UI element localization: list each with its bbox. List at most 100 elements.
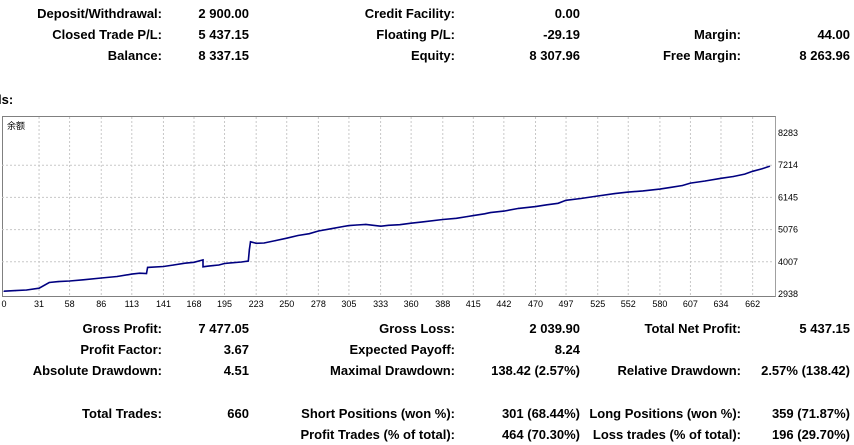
balance-point xyxy=(263,242,265,244)
balance-point xyxy=(249,241,252,243)
balance-point xyxy=(116,275,118,278)
balance-point xyxy=(57,280,59,283)
balance-point xyxy=(223,262,226,265)
balance-point xyxy=(557,202,559,204)
balance-point xyxy=(399,224,401,226)
balance-point xyxy=(342,225,344,228)
x-tick-label: 113 xyxy=(125,299,139,309)
balance-point xyxy=(659,188,661,190)
balance-point xyxy=(240,261,243,263)
balance-point xyxy=(704,180,706,182)
balance-point xyxy=(255,242,257,244)
balance-point xyxy=(752,170,754,172)
profit-trades-value: 464 (70.30%) xyxy=(501,427,580,442)
profit-factor-value: 3.67 xyxy=(223,342,249,357)
x-tick-label: 195 xyxy=(217,299,232,309)
gross-loss-value: 2 039.90 xyxy=(529,321,580,336)
balance-point xyxy=(565,199,567,201)
x-tick-label: 552 xyxy=(621,299,636,309)
long-positions-value: 359 (71.87%) xyxy=(771,406,850,421)
balance-point xyxy=(503,210,505,212)
balance-point xyxy=(184,262,186,264)
floating-pl-value: -29.19 xyxy=(543,27,580,42)
x-tick-label: 0 xyxy=(1,299,6,309)
total-net-profit-label: Total Net Profit: xyxy=(644,321,741,336)
balance-point xyxy=(14,290,16,292)
x-tick-label: 141 xyxy=(156,299,171,309)
balance-point xyxy=(193,261,195,263)
balance-point xyxy=(627,191,629,193)
deposit-withdrawal-label: Deposit/Withdrawal: xyxy=(37,6,162,21)
balance-point xyxy=(82,279,84,281)
balance-point xyxy=(642,190,644,192)
long-positions-label: Long Positions (won %): xyxy=(589,406,741,421)
x-tick-label: 168 xyxy=(186,299,201,309)
expected-payoff-value: 8.24 xyxy=(554,342,580,357)
balance-line xyxy=(3,165,770,292)
balance-point xyxy=(732,175,735,178)
margin-value: 44.00 xyxy=(817,27,850,42)
chart-title: 余额 xyxy=(7,120,25,132)
x-tick-label: 607 xyxy=(683,299,698,309)
credit-facility-value: 0.00 xyxy=(554,6,580,21)
x-tick-label: 333 xyxy=(373,299,388,309)
x-tick-label: 497 xyxy=(559,299,574,309)
balance-chart: 8283 7214 6145 5076 4007 2938 0 31 58 86 113 141 168… xyxy=(1,117,798,309)
margin-label: Margin: xyxy=(694,27,741,42)
balance-point xyxy=(670,186,672,188)
x-tick-label: 442 xyxy=(496,299,511,309)
balance-point xyxy=(356,224,358,226)
x-tick-label: 388 xyxy=(435,299,450,309)
balance-point xyxy=(162,265,165,268)
profit-trades-label: Profit Trades (% of total): xyxy=(300,427,455,442)
balance-point xyxy=(286,237,288,239)
x-tick-label: 31 xyxy=(34,299,44,309)
balance-point xyxy=(472,215,474,217)
balance-point xyxy=(100,277,102,279)
x-tick-label: 305 xyxy=(341,299,356,309)
gross-loss-label: Gross Loss: xyxy=(379,321,455,336)
balance-point xyxy=(297,234,299,237)
absolute-drawdown-value: 4.51 xyxy=(223,363,249,378)
balance-point xyxy=(348,224,350,227)
closed-trade-pl-value: 5 437.15 xyxy=(198,27,249,42)
x-tick-label: 634 xyxy=(713,299,728,309)
balance-point xyxy=(379,225,382,227)
balance-point xyxy=(517,207,520,209)
x-tick-label: 86 xyxy=(96,299,106,309)
balance-point xyxy=(68,280,71,282)
balance-point xyxy=(308,233,310,235)
balance-point xyxy=(38,287,40,289)
balance-point xyxy=(147,266,149,269)
balance-point xyxy=(131,273,133,275)
balance-point xyxy=(761,168,763,170)
x-tick-label: 662 xyxy=(745,299,760,309)
maximal-drawdown-label: Maximal Drawdown: xyxy=(330,363,455,378)
balance-point xyxy=(689,182,692,184)
equity-label: Equity: xyxy=(410,48,455,63)
equity-value: 8 307.96 xyxy=(529,48,580,63)
balance-point xyxy=(546,204,548,206)
balance-point xyxy=(421,221,424,223)
balance-point xyxy=(484,213,486,215)
balance-point xyxy=(769,165,771,167)
balance-point xyxy=(534,205,537,208)
gross-profit-value: 7 477.05 xyxy=(198,321,249,336)
closed-trade-pl-label: Closed Trade P/L: xyxy=(52,27,162,42)
balance-point xyxy=(229,262,231,264)
expected-payoff-label: Expected Payoff: xyxy=(349,342,455,357)
balance-point xyxy=(331,227,333,230)
maximal-drawdown-value: 138.42 (2.57%) xyxy=(491,363,580,378)
balance-point xyxy=(26,289,28,291)
balance-point xyxy=(681,184,684,187)
balance-point xyxy=(365,223,367,225)
x-tick-label: 58 xyxy=(65,299,75,309)
balance-point xyxy=(455,217,457,219)
balance-point xyxy=(410,222,412,224)
x-tick-label: 278 xyxy=(311,299,326,309)
x-tick-label: 525 xyxy=(590,299,605,309)
balance-point xyxy=(489,212,491,214)
absolute-drawdown-label: Absolute Drawdown: xyxy=(32,363,162,378)
credit-facility-label: Credit Facility: xyxy=(364,6,455,21)
x-tick-label: 415 xyxy=(466,299,481,309)
